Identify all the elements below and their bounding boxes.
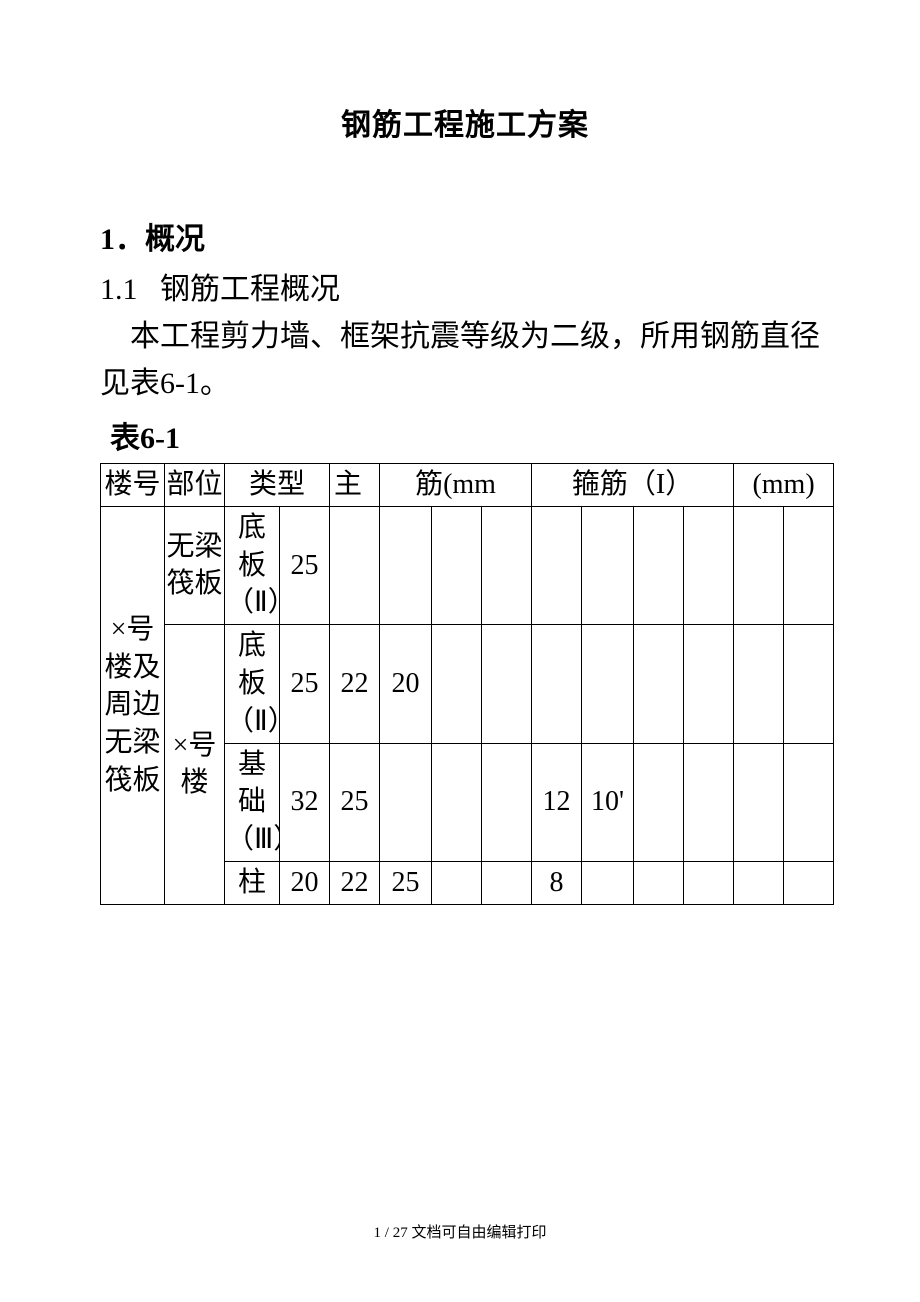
cell — [482, 861, 532, 904]
heading-1-1-number: 1.1 — [100, 273, 138, 306]
cell-type: 柱 — [225, 861, 280, 904]
cell — [684, 743, 734, 861]
cell — [582, 861, 634, 904]
cell-part-span: ×号楼 — [165, 625, 225, 905]
cell — [734, 861, 784, 904]
cell-type: 底板（Ⅱ） — [225, 506, 280, 624]
page-total: 27 — [393, 1225, 408, 1241]
para1-text-3: 。 — [200, 367, 230, 400]
table-caption-num: 6-1 — [140, 422, 180, 455]
para1-table-ref: 6-1 — [160, 367, 200, 400]
cell — [432, 743, 482, 861]
th-stirrup-2: (mm) — [734, 464, 834, 507]
table-row: ×号楼 底板（Ⅱ） 25 22 20 — [101, 625, 834, 743]
heading-1: 1．概况 — [100, 214, 830, 258]
heading-1-1-label: 钢筋工程概况 — [160, 273, 340, 306]
th-stirrup-1c: ） — [665, 469, 693, 500]
cell — [532, 625, 582, 743]
cell — [582, 506, 634, 624]
cell: 25 — [330, 743, 380, 861]
cell — [634, 861, 684, 904]
cell-building: ×号楼及周边无梁筏板 — [101, 506, 165, 904]
rebar-table: 楼号 部位 类型 主 筋(mm 箍筋（I） (mm) ×号楼及周边无梁筏板 无梁… — [100, 463, 834, 905]
cell — [684, 625, 734, 743]
heading-1-number: 1． — [100, 223, 145, 256]
cell — [532, 506, 582, 624]
table-caption: 表6-1 — [110, 413, 830, 457]
cell: 20 — [280, 861, 330, 904]
cell — [482, 506, 532, 624]
cell — [432, 861, 482, 904]
heading-1-1: 1.1 钢筋工程概况 — [100, 264, 830, 308]
cell — [432, 625, 482, 743]
th-main-2b: (mm — [443, 469, 496, 500]
document-page: 钢筋工程施工方案 1．概况 1.1 钢筋工程概况 本工程剪力墙、框架抗震等级为二… — [0, 0, 920, 1302]
doc-title: 钢筋工程施工方案 — [100, 100, 830, 144]
cell — [784, 625, 834, 743]
cell: 32 — [280, 743, 330, 861]
page-current: 1 — [374, 1225, 382, 1241]
cell: 12 — [532, 743, 582, 861]
cell — [634, 625, 684, 743]
th-stirrup-1: 箍筋（I） — [532, 464, 734, 507]
cell — [482, 743, 532, 861]
th-stirrup-1b: I — [656, 469, 665, 500]
cell — [734, 743, 784, 861]
cell: 25 — [280, 625, 330, 743]
cell — [634, 506, 684, 624]
cell — [432, 506, 482, 624]
cell — [482, 625, 532, 743]
th-main-2a: 筋 — [415, 469, 443, 500]
heading-1-label: 概况 — [145, 223, 205, 256]
th-building: 楼号 — [101, 464, 165, 507]
cell: 25 — [280, 506, 330, 624]
cell — [784, 506, 834, 624]
cell — [380, 506, 432, 624]
paragraph-1: 本工程剪力墙、框架抗震等级为二级，所用钢筋直径见表6-1。 — [100, 314, 830, 407]
page-sep: / — [381, 1225, 393, 1241]
cell — [734, 506, 784, 624]
cell — [582, 625, 634, 743]
cell — [784, 861, 834, 904]
cell — [684, 861, 734, 904]
cell — [784, 743, 834, 861]
cell: 22 — [330, 625, 380, 743]
th-part: 部位 — [165, 464, 225, 507]
cell-type: 基础（Ⅲ） — [225, 743, 280, 861]
footer-note: 文档可自由编辑打印 — [408, 1225, 547, 1241]
th-stirrup-2a: (mm) — [752, 469, 814, 500]
table-header-row: 楼号 部位 类型 主 筋(mm 箍筋（I） (mm) — [101, 464, 834, 507]
cell: 20 — [380, 625, 432, 743]
th-main-2: 筋(mm — [380, 464, 532, 507]
cell-type: 底板（Ⅱ） — [225, 625, 280, 743]
th-main-1: 主 — [330, 464, 380, 507]
cell: 10' — [582, 743, 634, 861]
cell — [684, 506, 734, 624]
cell-part: 无梁筏板 — [165, 506, 225, 624]
cell — [380, 743, 432, 861]
cell: 8 — [532, 861, 582, 904]
cell — [634, 743, 684, 861]
cell — [734, 625, 784, 743]
page-footer: 1 / 27 文档可自由编辑打印 — [0, 1221, 920, 1242]
cell: 25 — [380, 861, 432, 904]
table-row: ×号楼及周边无梁筏板 无梁筏板 底板（Ⅱ） 25 — [101, 506, 834, 624]
table-caption-prefix: 表 — [110, 422, 140, 455]
cell: 22 — [330, 861, 380, 904]
th-stirrup-1a: 箍筋（ — [572, 469, 656, 500]
th-type: 类型 — [225, 464, 330, 507]
cell — [330, 506, 380, 624]
